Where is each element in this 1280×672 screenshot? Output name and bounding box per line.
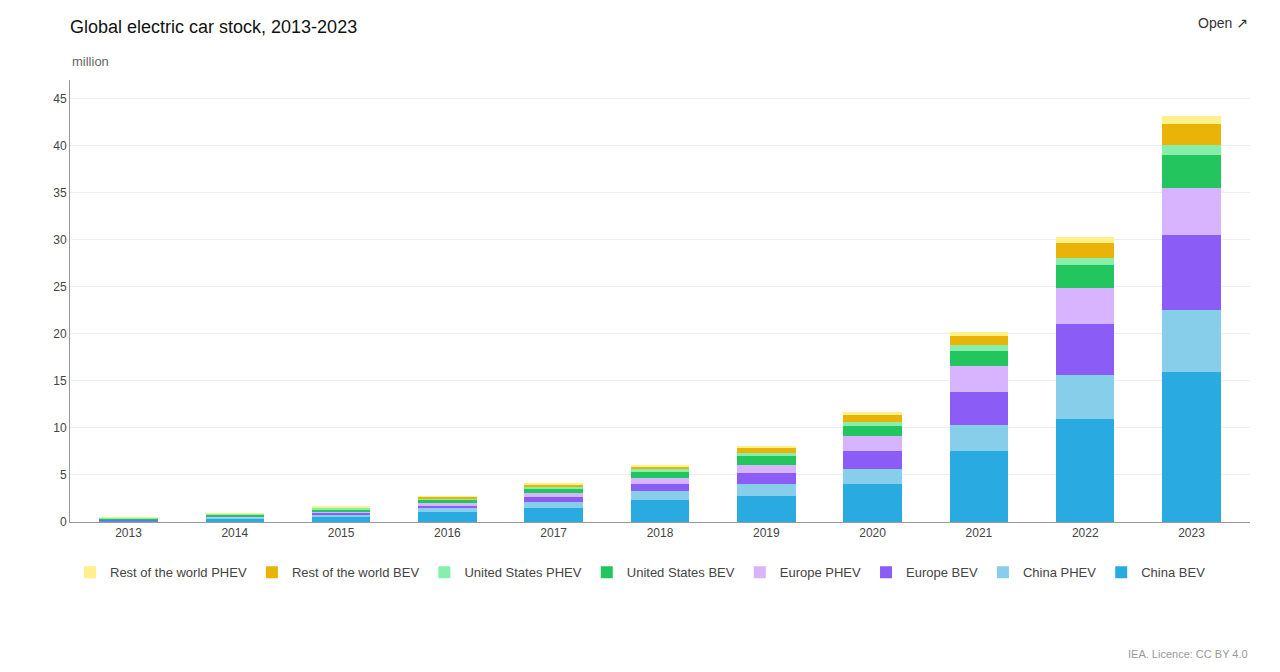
svg-text:45: 45: [53, 92, 67, 106]
svg-text:30: 30: [53, 233, 67, 247]
svg-text:2020: 2020: [859, 526, 886, 540]
svg-text:2018: 2018: [647, 526, 674, 540]
svg-text:2015: 2015: [328, 526, 355, 540]
svg-text:Open ↗: Open ↗: [1198, 15, 1248, 31]
svg-text:China PHEV: China PHEV: [1023, 565, 1096, 580]
svg-text:40: 40: [53, 139, 67, 153]
svg-text:2013: 2013: [115, 526, 142, 540]
svg-text:35: 35: [53, 186, 67, 200]
svg-text:Rest of the world PHEV: Rest of the world PHEV: [110, 565, 247, 580]
svg-text:2022: 2022: [1072, 526, 1099, 540]
svg-text:2023: 2023: [1178, 526, 1205, 540]
svg-text:United States PHEV: United States PHEV: [464, 565, 581, 580]
svg-text:2017: 2017: [540, 526, 567, 540]
svg-text:2021: 2021: [966, 526, 993, 540]
svg-text:United States BEV: United States BEV: [627, 565, 735, 580]
svg-text:5: 5: [60, 468, 67, 482]
svg-text:20: 20: [53, 327, 67, 341]
svg-text:0: 0: [60, 515, 67, 529]
svg-text:Europe BEV: Europe BEV: [906, 565, 978, 580]
svg-text:IEA. Licence: CC BY 4.0: IEA. Licence: CC BY 4.0: [1128, 648, 1248, 660]
svg-text:Europe PHEV: Europe PHEV: [780, 565, 861, 580]
svg-text:China BEV: China BEV: [1141, 565, 1205, 580]
svg-text:2016: 2016: [434, 526, 461, 540]
svg-text:2014: 2014: [221, 526, 248, 540]
svg-text:25: 25: [53, 280, 67, 294]
svg-text:Rest of the world BEV: Rest of the world BEV: [292, 565, 419, 580]
svg-text:10: 10: [53, 421, 67, 435]
svg-text:million: million: [72, 54, 109, 69]
svg-text:Global electric car stock, 201: Global electric car stock, 2013-2023: [70, 17, 357, 37]
svg-text:2019: 2019: [753, 526, 780, 540]
svg-text:15: 15: [53, 374, 67, 388]
